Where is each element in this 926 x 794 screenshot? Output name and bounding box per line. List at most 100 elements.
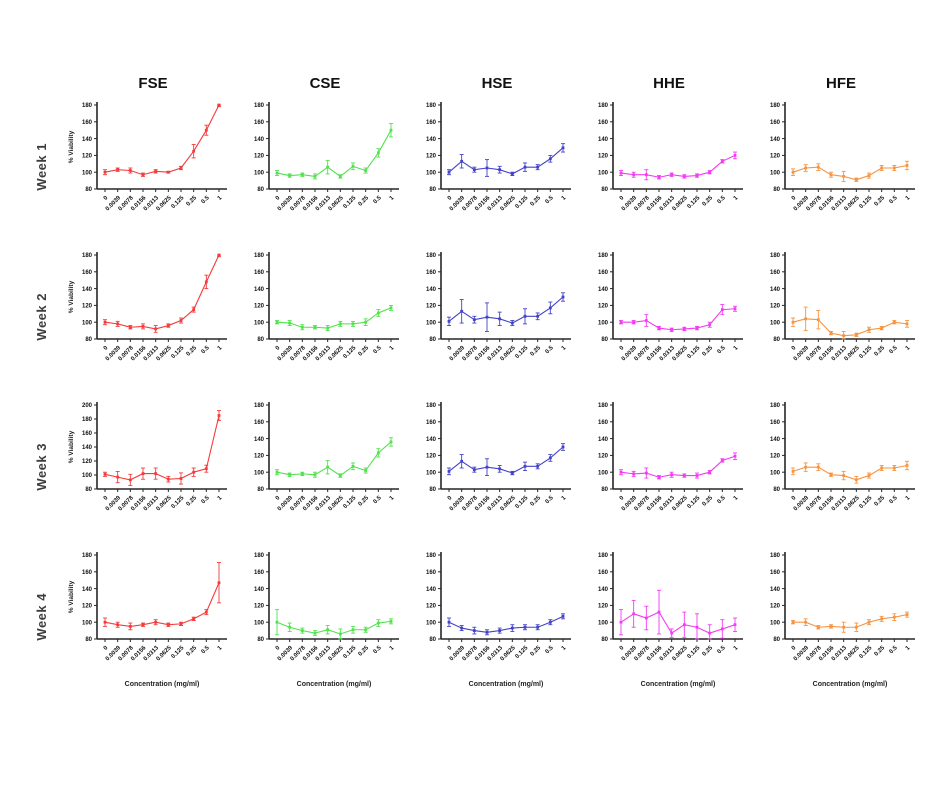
data-point (389, 440, 393, 444)
data-point (447, 319, 451, 323)
data-point (128, 169, 132, 172)
y-tick-label: 80 (601, 187, 608, 193)
x-tick-label: 0.0625 (156, 345, 174, 363)
x-tick-label: 0.5 (889, 645, 900, 656)
chart-hse-week-3: 8010012014016018000.00390.00780.01560.03… (426, 402, 571, 512)
data-point (217, 581, 221, 585)
y-tick-label: 80 (429, 637, 436, 643)
y-tick-label: 80 (601, 337, 608, 343)
chart-cse-week-4: 8010012014016018000.00390.00780.01560.03… (254, 552, 399, 688)
data-point (364, 628, 368, 632)
x-tick-label: 0.5 (545, 495, 556, 506)
chart-cell-hse-week-4: 80 100 120 140 160 180 0 0.0039 0.0078 0.0156 0.03… (408, 542, 580, 692)
axes: 8010012014016018000.00390.00780.01560.03… (426, 102, 571, 212)
x-tick-label: 0 (275, 195, 282, 202)
data-point (217, 253, 221, 257)
data-point (498, 467, 502, 471)
data-point (275, 620, 279, 624)
data-point (510, 172, 514, 176)
x-tick-label: 0 (619, 345, 626, 352)
data-point (376, 151, 380, 155)
y-tick-label: 120 (770, 304, 781, 310)
y-tick-label: 180 (254, 103, 265, 109)
chart-fse-week-3: 8010012014016018020000.00390.00780.01560… (68, 402, 227, 512)
x-tick-label: 0.5 (889, 195, 900, 206)
data-point (472, 318, 476, 322)
data-point (166, 477, 170, 481)
data-point (720, 308, 724, 311)
x-tick-label: 0 (447, 195, 454, 202)
row-label-week-1: Week 1 (33, 143, 49, 191)
data-point (733, 623, 737, 627)
chart-hfe-week-2: 8010012014016018000.00390.00780.01560.03… (770, 252, 915, 362)
data-point (326, 465, 330, 469)
data-point (447, 170, 451, 174)
y-tick-label: 140 (82, 137, 93, 143)
data-point (644, 319, 648, 322)
y-tick-label: 180 (598, 403, 609, 409)
data-point (166, 324, 170, 327)
series (275, 609, 393, 640)
chart-cell-hfe-week-3: 80 100 120 140 160 180 0 0.0039 0.0078 0.0156 0.03… (752, 392, 924, 542)
data-point (548, 306, 552, 310)
chart-cell-hfe-week-4: 80 100 120 140 160 180 0 0.0039 0.0078 0.0156 0.03… (752, 542, 924, 692)
x-tick-label: 0 (619, 645, 626, 652)
data-point (510, 626, 514, 630)
data-point (632, 173, 636, 177)
y-tick-label: 160 (254, 270, 265, 276)
x-tick-label: 1 (733, 495, 740, 502)
y-tick-label: 80 (85, 487, 92, 493)
y-tick-label: 100 (770, 470, 781, 476)
x-tick-label: 0.0625 (844, 195, 862, 213)
y-tick-label: 100 (82, 620, 93, 626)
data-point (682, 175, 686, 178)
x-tick-label: 0.5 (889, 345, 900, 356)
data-point (447, 469, 451, 473)
series (619, 151, 737, 181)
x-tick-label: 0 (791, 645, 798, 652)
y-tick-label: 160 (598, 570, 609, 576)
y-tick-label: 100 (598, 470, 609, 476)
y-tick-label: 80 (773, 187, 780, 193)
data-point (892, 466, 896, 470)
data-point (141, 325, 145, 328)
data-point (720, 627, 724, 631)
x-tick-label: 0.5 (373, 645, 384, 656)
x-tick-label: 0.25 (874, 645, 887, 658)
y-tick-label: 180 (598, 103, 609, 109)
x-tick-label: 1 (217, 345, 224, 352)
y-tick-label: 140 (770, 587, 781, 593)
data-point (217, 103, 221, 107)
chart-cell-fse-week-4: 80 100 120 140 160 180 0 0.0039 0.0078 0.0156 0.03… (64, 542, 236, 692)
x-tick-label: 0.125 (171, 645, 186, 660)
y-tick-label: 100 (598, 170, 609, 176)
x-axis-label: Concentration (mg/ml) (813, 681, 888, 688)
chart-cell-hse-week-1: 80 100 120 140 160 180 0 0.0039 0.0078 0.0156 0.03… (408, 92, 580, 242)
data-point (128, 325, 132, 329)
data-point (523, 625, 527, 629)
x-tick-label: 0.5 (201, 645, 212, 656)
data-point (816, 318, 820, 322)
data-point (905, 464, 909, 467)
x-tick-label: 0 (275, 495, 282, 502)
y-tick-label: 80 (85, 637, 92, 643)
y-tick-label: 100 (82, 320, 93, 326)
x-tick-label: 0.125 (343, 195, 358, 210)
x-tick-label: 0.125 (859, 645, 874, 660)
x-tick-label: 0.5 (201, 195, 212, 206)
data-point (485, 465, 489, 469)
series (275, 304, 393, 332)
axes: 8010012014016018000.00390.00780.01560.03… (68, 102, 227, 212)
chart-fse-week-4: 8010012014016018000.00390.00780.01560.03… (68, 552, 227, 688)
series (791, 306, 909, 340)
y-tick-label: 160 (82, 431, 93, 437)
data-point (204, 280, 208, 284)
data-point (389, 619, 393, 623)
y-tick-label: 140 (598, 437, 609, 443)
y-tick-label: 100 (82, 170, 93, 176)
data-point (376, 621, 380, 625)
data-point (472, 629, 476, 632)
x-tick-label: 0.125 (687, 345, 702, 360)
data-point (791, 469, 795, 473)
x-tick-label: 0.125 (515, 495, 530, 510)
